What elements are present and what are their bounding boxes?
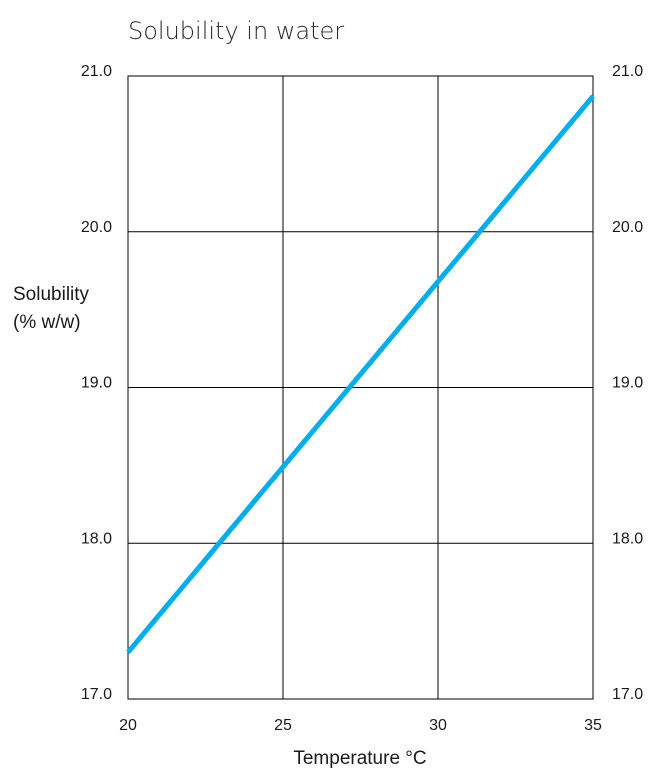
y-tick-label-right: 17.0 xyxy=(612,686,643,703)
x-axis-label: Temperature °C xyxy=(293,748,426,769)
y-tick-label-left: 17.0 xyxy=(81,686,112,703)
y-tick-label-right: 18.0 xyxy=(612,530,643,547)
x-tick-label: 20 xyxy=(119,717,137,734)
x-tick-label: 35 xyxy=(584,717,602,734)
chart-title: Solubility in water xyxy=(128,17,344,45)
x-tick-label: 30 xyxy=(429,717,447,734)
y-axis-label-line1: Solubility xyxy=(13,284,90,305)
x-tick-label: 25 xyxy=(274,717,292,734)
y-tick-label-right: 19.0 xyxy=(612,375,643,392)
x-tick-labels: 20 25 30 35 xyxy=(119,717,602,734)
y-tick-label-left: 20.0 xyxy=(81,219,112,236)
grid xyxy=(127,75,594,700)
y-tick-labels-left: 17.0 18.0 19.0 20.0 21.0 xyxy=(81,63,112,703)
series-group xyxy=(126,94,595,654)
y-tick-label-right: 21.0 xyxy=(612,63,643,80)
y-tick-label-right: 20.0 xyxy=(612,219,643,236)
y-tick-labels-right: 17.0 18.0 19.0 20.0 21.0 xyxy=(612,63,643,703)
y-tick-label-left: 19.0 xyxy=(81,375,112,392)
series-line xyxy=(126,94,595,654)
y-tick-label-left: 18.0 xyxy=(81,530,112,547)
plot-frame xyxy=(127,75,594,700)
y-axis-label-line2: (% w/w) xyxy=(13,312,81,333)
y-tick-label-left: 21.0 xyxy=(81,63,112,80)
